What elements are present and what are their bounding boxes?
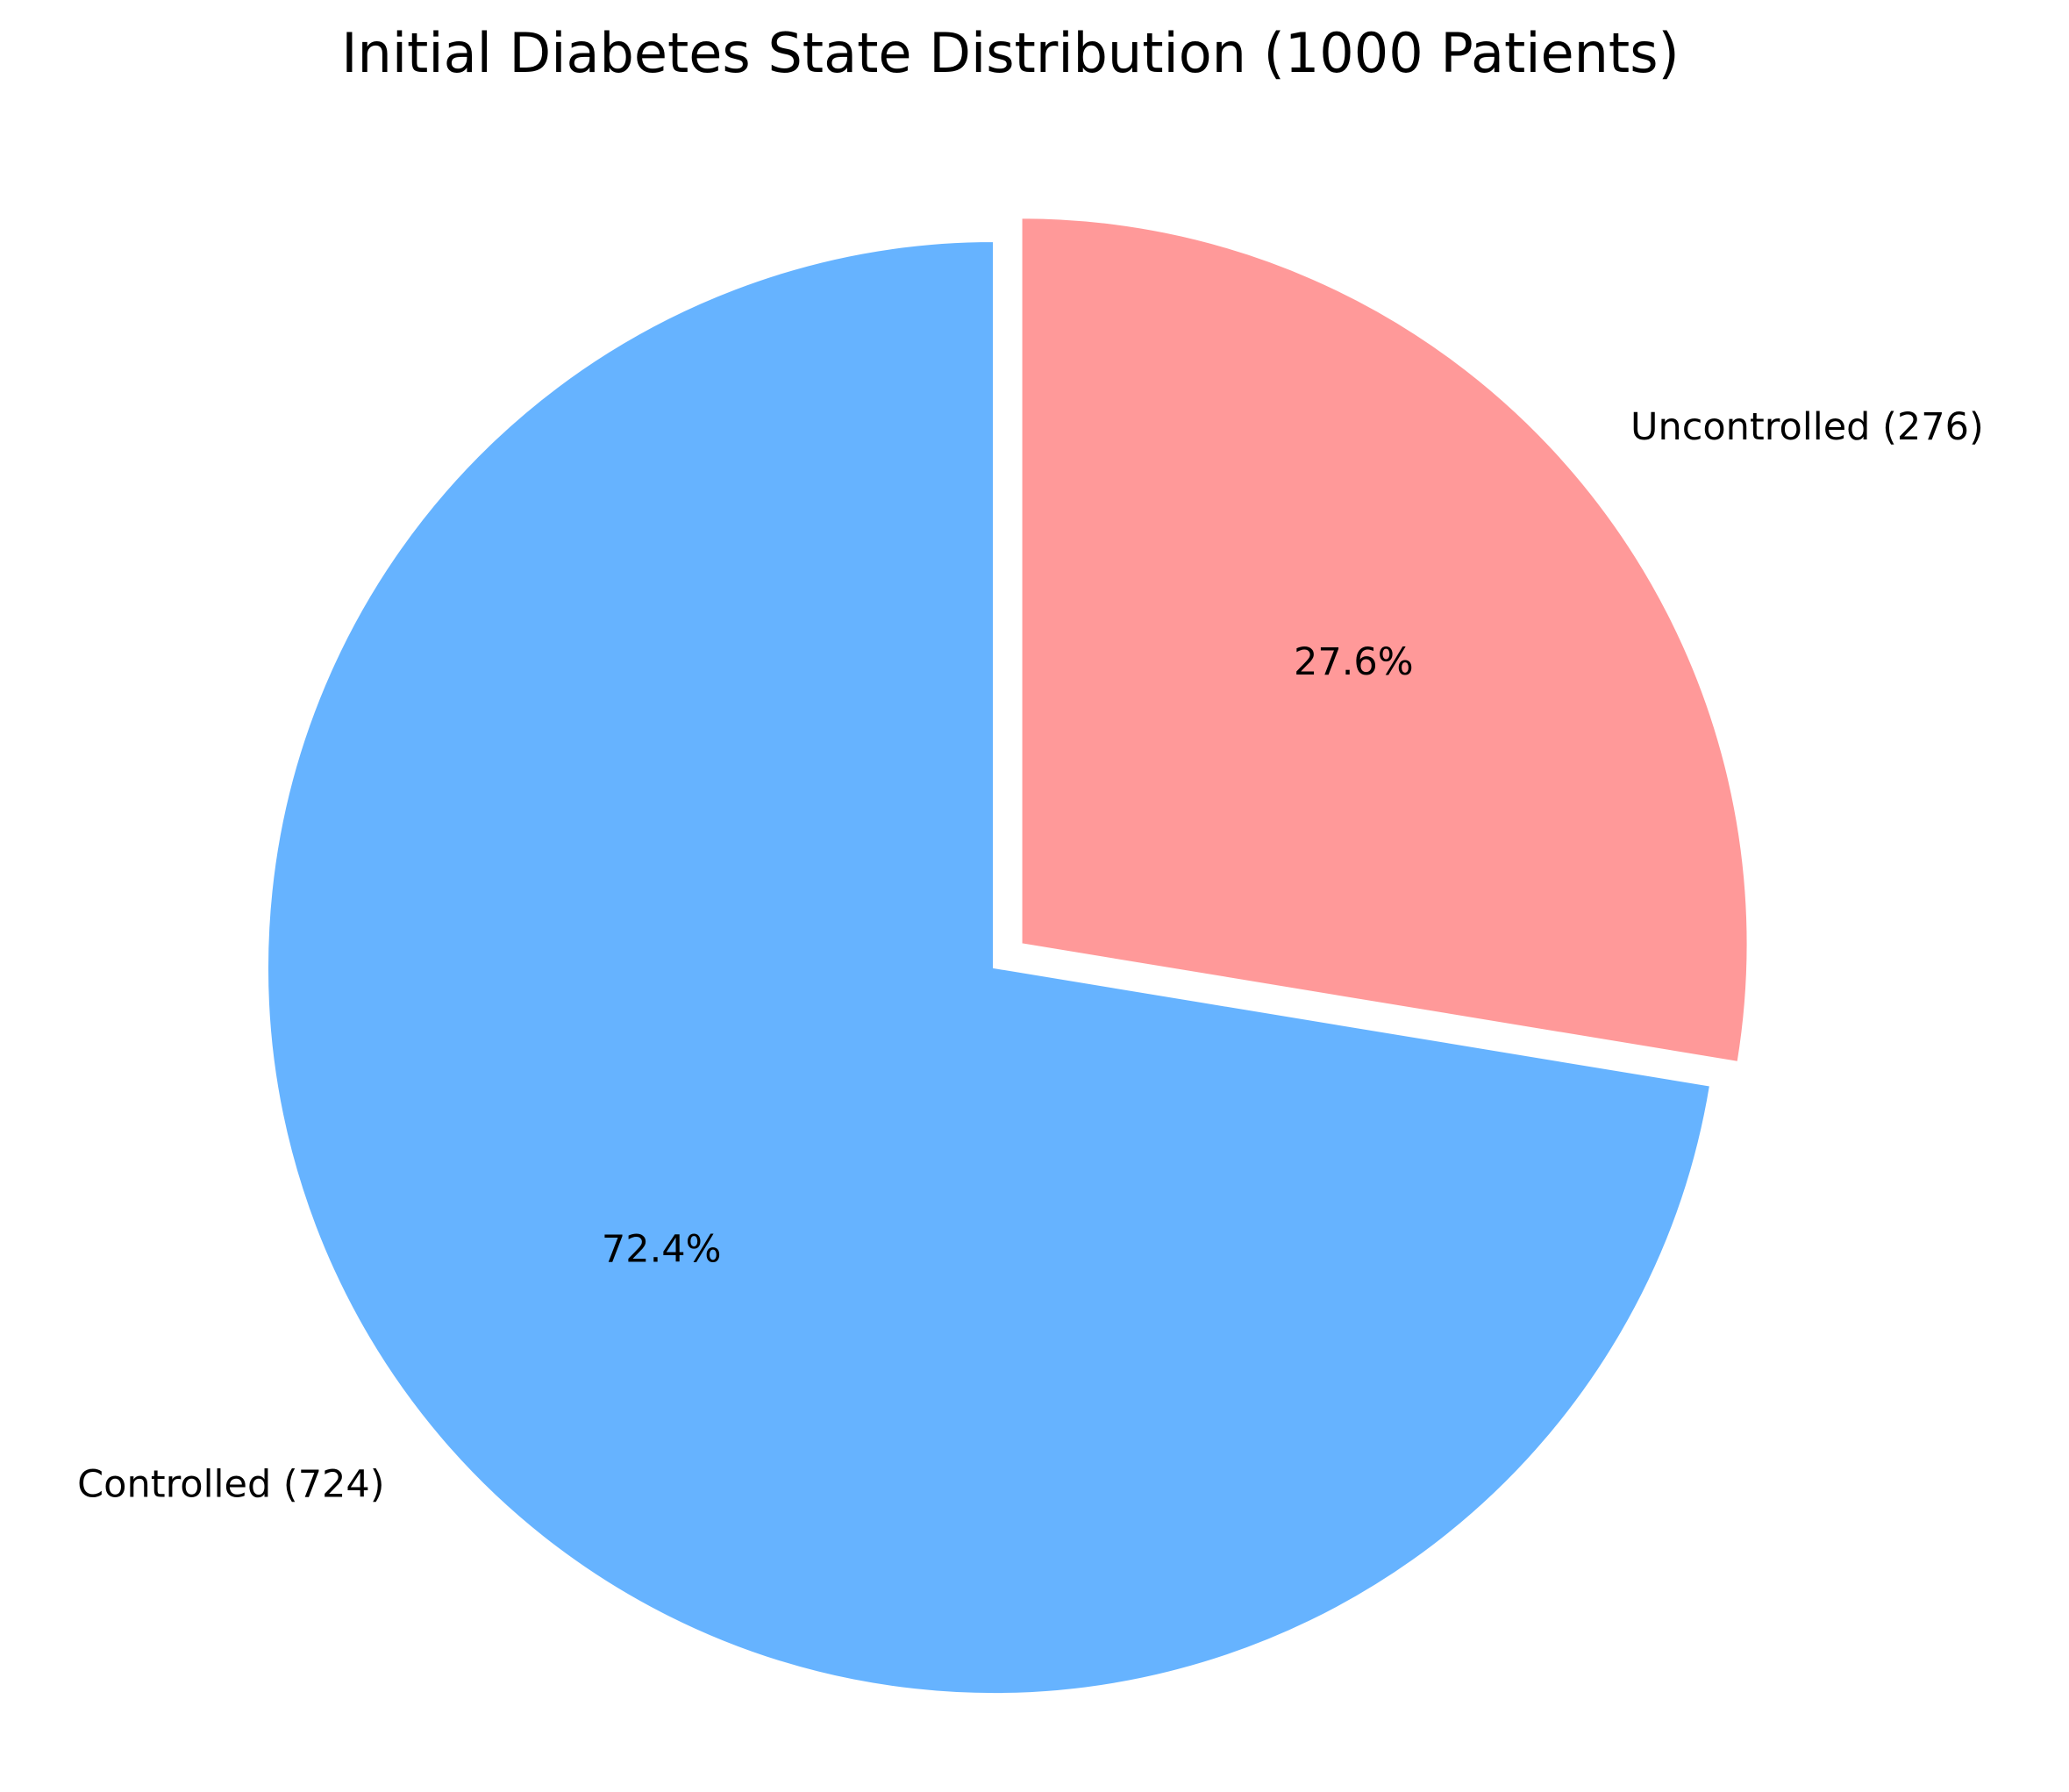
slice-percent-label: 72.4% xyxy=(602,1227,722,1271)
chart-title: Initial Diabetes State Distribution (100… xyxy=(341,21,1679,85)
slice-category-label: Uncontrolled (276) xyxy=(1630,405,1984,449)
pie-slice-uncontrolled xyxy=(1020,217,1749,1064)
slice-percent-label: 27.6% xyxy=(1294,640,1414,684)
slice-category-label: Controlled (724) xyxy=(77,1462,384,1506)
labels-layer: 72.4% Controlled (724) 27.6% Uncontrolled (… xyxy=(77,405,1984,1506)
slices-layer xyxy=(267,217,1749,1695)
pie-slice-controlled xyxy=(267,239,1712,1695)
